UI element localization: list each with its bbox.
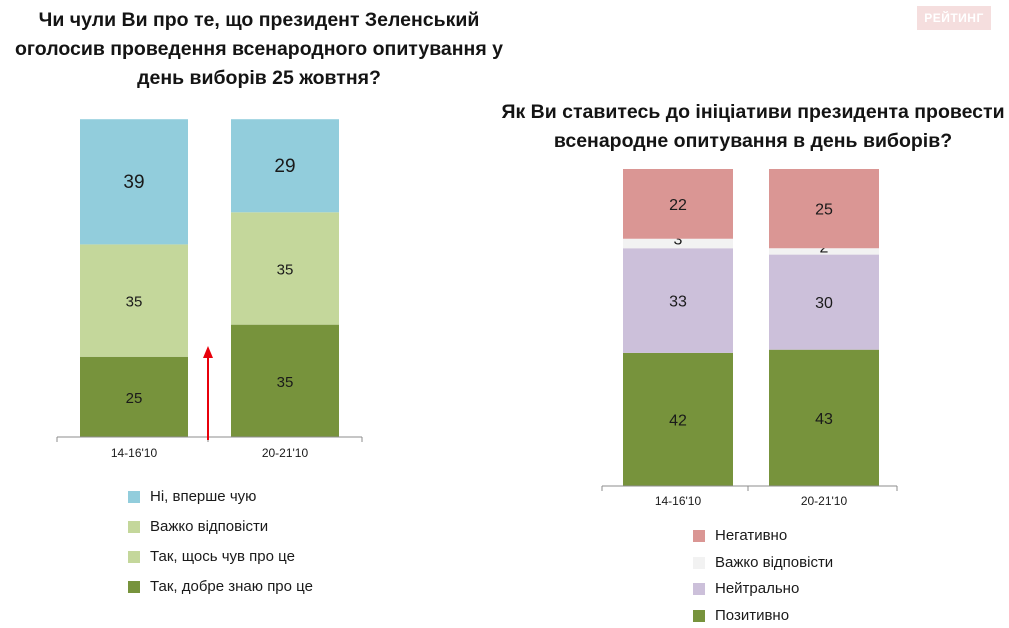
- bar-segment: [80, 119, 188, 245]
- legend-label: Негативно: [715, 527, 788, 544]
- red-arrow-head: [203, 346, 213, 358]
- legend-label: Ні, вперше чую: [150, 488, 257, 505]
- chart2-legend: Негативно Важко відповісти Нейтрально Позит…: [693, 526, 913, 628]
- legend-swatch: [128, 491, 140, 503]
- brand-logo: РЕЙТИНГ: [917, 6, 991, 30]
- data-label: 33: [669, 294, 687, 311]
- bar-segment: [623, 248, 733, 353]
- legend-swatch: [128, 521, 140, 533]
- legend-swatch: [128, 581, 140, 593]
- data-label: 35: [126, 294, 143, 311]
- bar-segment: [623, 352, 733, 486]
- data-label: 25: [126, 390, 143, 407]
- legend-label: Так, добре знаю про це: [150, 578, 313, 595]
- chart2-title: Як Ви ставитесь до ініціативи президента…: [501, 101, 1005, 152]
- x-tick-label: 14-16'10: [655, 494, 702, 508]
- data-label: 22: [669, 197, 687, 214]
- x-tick-label: 20-21'10: [262, 446, 309, 460]
- data-label: 35: [277, 261, 294, 278]
- data-label: 3: [674, 231, 683, 248]
- bar-segment: [769, 169, 879, 249]
- bar-segment: [231, 324, 339, 437]
- legend-swatch: [693, 556, 705, 569]
- legend-swatch: [693, 583, 705, 595]
- legend-label: Важко відповісти: [150, 518, 269, 535]
- bar-segment: [231, 119, 339, 213]
- data-label: 25: [815, 202, 833, 219]
- bar-segment: [80, 356, 188, 437]
- legend-swatch: [693, 609, 705, 622]
- data-label: 42: [669, 412, 687, 429]
- x-tick-label: 20-21'10: [801, 494, 848, 508]
- bar-segment: [623, 169, 733, 239]
- chart1-legend: Ні, вперше чую Важко відповісти Так, щось …: [128, 487, 388, 607]
- legend-swatch: [128, 551, 140, 563]
- data-label: 35: [277, 374, 294, 391]
- legend-label: Нейтрально: [715, 580, 800, 597]
- bar-segment: [769, 254, 879, 350]
- bar-segment: [769, 248, 879, 255]
- legend-swatch: [693, 530, 705, 542]
- chart1-title: Чи чули Ви про те, що президент Зеленськ…: [15, 9, 503, 89]
- bar-segment: [623, 238, 733, 249]
- bar-segment: [231, 212, 339, 325]
- bar-segment: [80, 244, 188, 357]
- data-label: 30: [815, 295, 833, 312]
- data-label: 43: [815, 411, 833, 428]
- legend-label: Позитивно: [715, 606, 790, 624]
- data-label: 39: [123, 172, 144, 193]
- legend-label: Так, щось чув про це: [150, 548, 295, 565]
- legend-label: Важко відповісти: [715, 553, 834, 571]
- data-label: 29: [274, 156, 295, 177]
- x-tick-label: 14-16'10: [111, 446, 158, 460]
- bar-segment: [769, 349, 879, 486]
